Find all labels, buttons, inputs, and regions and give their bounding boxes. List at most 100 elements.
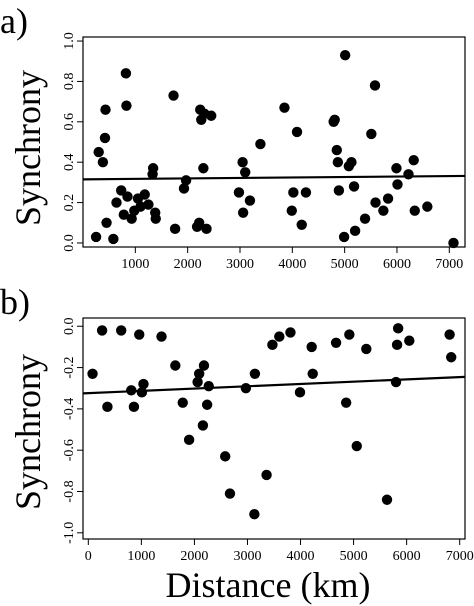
data-point-a xyxy=(288,187,298,197)
data-point-a xyxy=(332,145,342,155)
data-point-a xyxy=(98,157,108,167)
data-point-b xyxy=(267,340,277,350)
data-point-a xyxy=(122,191,132,201)
data-point-a xyxy=(422,201,432,211)
data-point-a xyxy=(238,207,248,217)
x-ticks-b: 0 1000 2000 3000 4000 5000 6000 7000 xyxy=(85,539,474,564)
y-tick-label-a: 0.8 xyxy=(62,73,77,91)
data-point-b xyxy=(261,470,271,480)
x-ticks-a: 1000 2000 3000 4000 5000 6000 7000 xyxy=(121,247,463,272)
data-point-a xyxy=(292,127,302,137)
x-axis-label: Distance (km) xyxy=(166,565,371,605)
data-point-b xyxy=(204,381,214,391)
data-point-b xyxy=(404,336,414,346)
x-tick-label-b: 7000 xyxy=(446,549,474,564)
x-tick-label-b: 4000 xyxy=(287,549,315,564)
data-point-a xyxy=(297,220,307,230)
data-point-a xyxy=(201,224,211,234)
data-point-b xyxy=(199,360,209,370)
plot-frame-a xyxy=(83,37,465,247)
data-point-a xyxy=(93,147,103,157)
data-point-b xyxy=(220,451,230,461)
data-point-b xyxy=(87,369,97,379)
data-point-a xyxy=(240,167,250,177)
panel-b: b) Synchrony 0.0 -0.2 -0.4 -0.6 -0.8 -1.0 0 10… xyxy=(0,282,474,605)
x-tick-label-a: 2000 xyxy=(174,257,202,272)
data-point-a xyxy=(349,181,359,191)
data-point-b xyxy=(129,402,139,412)
x-tick-label-a: 6000 xyxy=(383,257,411,272)
panel-a: a) Synchrony 0.0 0.2 0.4 0.6 0.8 1.0 1000 2000… xyxy=(0,1,465,272)
panel-label-b: b) xyxy=(0,282,30,322)
data-point-b xyxy=(178,397,188,407)
data-point-a xyxy=(370,80,380,90)
data-points-a xyxy=(91,50,459,248)
data-point-a xyxy=(340,50,350,60)
data-point-a xyxy=(301,187,311,197)
data-point-a xyxy=(334,185,344,195)
data-point-a xyxy=(383,193,393,203)
x-tick-label-a: 5000 xyxy=(331,257,359,272)
data-point-a xyxy=(237,157,247,167)
data-points-b xyxy=(87,323,456,519)
y-axis-label-b: Synchrony xyxy=(8,354,48,510)
data-point-a xyxy=(366,129,376,139)
data-point-b xyxy=(225,488,235,498)
data-point-a xyxy=(143,199,153,209)
y-tick-label-a: 0.2 xyxy=(62,194,77,212)
x-tick-label-a: 1000 xyxy=(121,257,149,272)
y-tick-label-b: -1.0 xyxy=(62,522,77,544)
data-point-a xyxy=(181,175,191,185)
x-tick-label-a: 3000 xyxy=(226,257,254,272)
data-point-b xyxy=(361,344,371,354)
data-point-b xyxy=(202,400,212,410)
data-point-a xyxy=(370,197,380,207)
data-point-b xyxy=(285,327,295,337)
data-point-a xyxy=(234,187,244,197)
data-point-b xyxy=(331,338,341,348)
x-tick-label-b: 5000 xyxy=(340,549,368,564)
data-point-a xyxy=(121,100,131,110)
y-tick-label-a: 0.6 xyxy=(62,113,77,131)
data-point-a xyxy=(91,232,101,242)
y-tick-label-b: -0.8 xyxy=(62,480,77,502)
data-point-b xyxy=(444,329,454,339)
data-point-a xyxy=(170,224,180,234)
data-point-a xyxy=(287,205,297,215)
data-point-a xyxy=(140,189,150,199)
data-point-b xyxy=(352,441,362,451)
data-point-b xyxy=(116,325,126,335)
data-point-b xyxy=(446,352,456,362)
data-point-b xyxy=(156,331,166,341)
panel-label-a: a) xyxy=(0,1,28,41)
y-axis-label-a: Synchrony xyxy=(8,70,48,226)
data-point-b xyxy=(102,402,112,412)
data-point-a xyxy=(409,155,419,165)
data-point-a xyxy=(206,111,216,121)
y-tick-label-b: 0.0 xyxy=(62,318,77,336)
data-point-a xyxy=(245,195,255,205)
data-point-b xyxy=(97,325,107,335)
data-point-a xyxy=(168,90,178,100)
data-point-b xyxy=(198,420,208,430)
data-point-a xyxy=(350,226,360,236)
data-point-a xyxy=(121,68,131,78)
data-point-a xyxy=(148,163,158,173)
data-point-b xyxy=(382,495,392,505)
data-point-b xyxy=(249,509,259,519)
data-point-b xyxy=(393,323,403,333)
data-point-b xyxy=(306,342,316,352)
x-tick-label-b: 1000 xyxy=(127,549,155,564)
data-point-b xyxy=(184,435,194,445)
data-point-a xyxy=(255,139,265,149)
plot-frame-b xyxy=(83,318,465,539)
data-point-a xyxy=(101,218,111,228)
data-point-b xyxy=(344,329,354,339)
data-point-a xyxy=(391,163,401,173)
data-point-a xyxy=(448,238,458,248)
data-point-a xyxy=(151,214,161,224)
data-point-a xyxy=(378,205,388,215)
y-tick-label-a: 1.0 xyxy=(62,32,77,50)
y-tick-label-a: 0.4 xyxy=(62,153,77,171)
